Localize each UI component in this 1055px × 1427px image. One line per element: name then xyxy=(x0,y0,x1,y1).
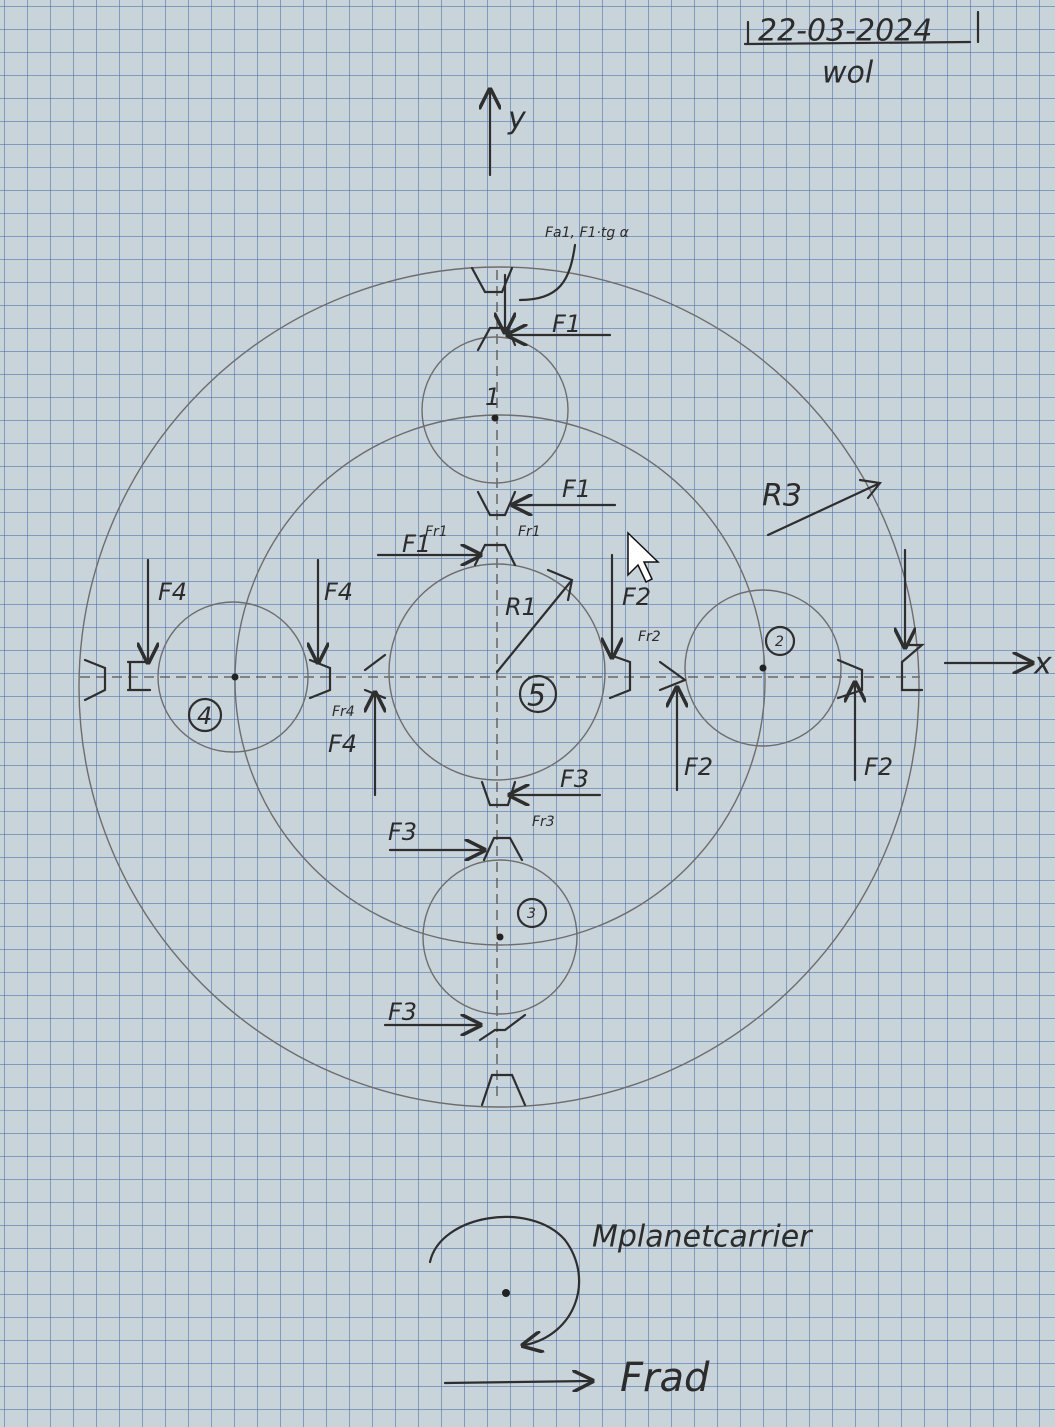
bearings xyxy=(85,268,922,1105)
mouse-cursor xyxy=(628,533,658,582)
gear-number: 3 xyxy=(527,906,536,922)
radial-force-arrow xyxy=(445,1381,590,1383)
force-label: F4 xyxy=(158,578,187,606)
force-label: F2 xyxy=(622,583,651,611)
author: wol xyxy=(822,56,874,91)
force-label: Fr1 xyxy=(518,524,541,540)
y-axis-label: y xyxy=(507,102,527,137)
center-dot xyxy=(760,665,767,672)
force-label: F4 xyxy=(324,578,353,606)
center-dot xyxy=(492,415,499,422)
gear-number: 5 xyxy=(527,679,546,714)
carrier-center xyxy=(502,1289,510,1297)
bearing xyxy=(475,545,515,565)
bearing xyxy=(85,660,150,700)
bearing xyxy=(482,1075,525,1105)
radius-label: R3 xyxy=(762,479,802,514)
gear-number: 4 xyxy=(197,702,212,730)
force-label: Fr3 xyxy=(532,814,555,830)
bearing xyxy=(484,838,522,860)
date: 22-03-2024 xyxy=(758,14,932,49)
bearing xyxy=(482,782,515,805)
force-label: F1 xyxy=(552,310,581,338)
sketch: 22-03-2024 wol y x 5 1 2 3 4 R1 R3 xyxy=(0,0,1055,1427)
radial-force-label: Frad xyxy=(620,1355,710,1401)
force-label: F1 xyxy=(562,475,591,503)
force-label: F2 xyxy=(684,753,713,781)
force-label: Fr4 xyxy=(332,704,355,720)
bearing xyxy=(838,645,922,698)
x-axis-label: x xyxy=(1033,647,1052,682)
gear-number: 2 xyxy=(775,634,784,650)
moment-label: Mplanetcarrier xyxy=(592,1220,813,1255)
graph-paper: 22-03-2024 wol y x 5 1 2 3 4 R1 R3 xyxy=(0,0,1055,1427)
gear-number: 1 xyxy=(485,383,500,411)
force-label: Fa1, F1·tg α xyxy=(545,225,630,241)
force-label: F4 xyxy=(328,730,357,758)
radius-label: R1 xyxy=(505,593,537,621)
force-label: Fr2 xyxy=(638,629,661,645)
force-label: F1 xyxy=(402,530,431,558)
center-dot xyxy=(497,934,504,941)
force-label: F3 xyxy=(388,998,417,1026)
force-label: F2 xyxy=(864,753,893,781)
center-dot xyxy=(232,674,239,681)
force-label: F3 xyxy=(388,818,417,846)
moment-arrow xyxy=(430,1217,579,1345)
bearing xyxy=(480,1015,525,1040)
force-label: F3 xyxy=(560,765,589,793)
